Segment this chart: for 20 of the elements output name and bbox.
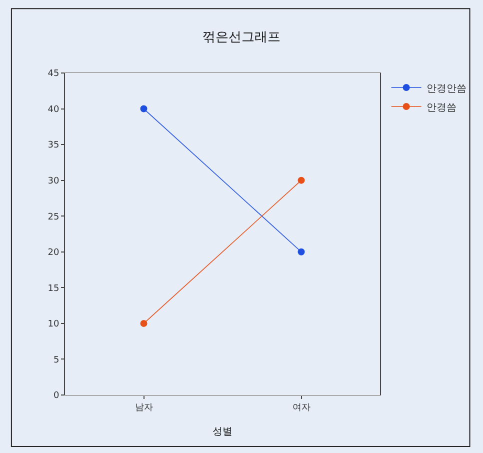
y-tick-label: 40 [48,104,60,115]
x-tick-label: 여자 [292,402,310,413]
y-tick-label: 35 [48,140,60,151]
y-tick-label: 20 [48,248,60,258]
y-tick-label: 10 [48,320,60,330]
point [298,176,305,184]
y-tick-label: 15 [48,284,60,294]
y-tick-label: 0 [53,391,60,402]
x-axis-title: 성별 [212,426,232,438]
legend-label: 안경안씀 [426,83,466,94]
y-tick-label: 5 [53,355,60,366]
legend-label: 안경씀 [426,102,456,114]
y-tick-label: 45 [48,69,60,80]
x-tick-label: 남자 [134,402,153,413]
point [140,320,148,327]
y-tick-label: 30 [48,176,60,186]
y-tick-label: 25 [48,212,60,222]
point [298,248,305,256]
chart-title: 꺾은선그래프 [202,30,280,45]
point [140,105,148,112]
